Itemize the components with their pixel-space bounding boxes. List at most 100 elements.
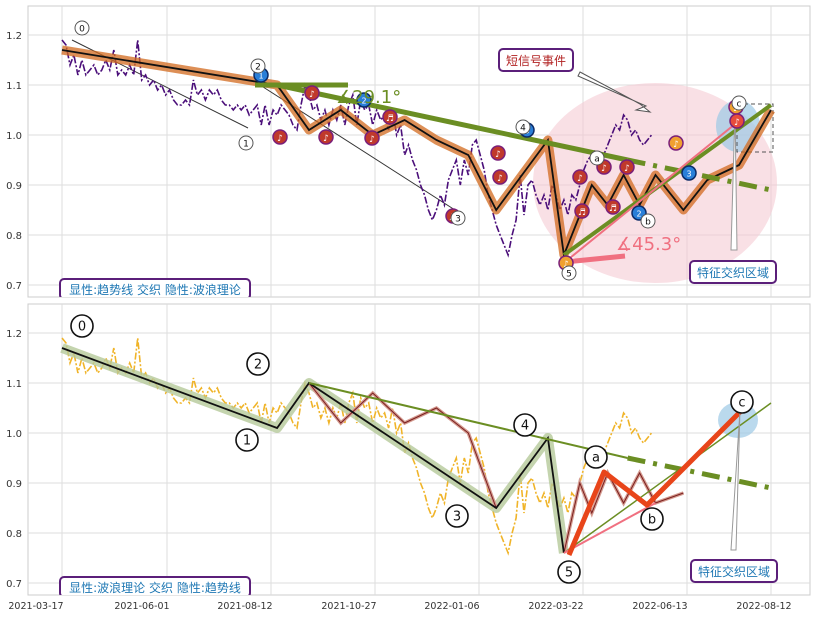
note-glyph: ♪ <box>673 140 679 150</box>
wave-label: a <box>592 451 600 466</box>
x-tick-label: 2022-06-13 <box>632 601 687 612</box>
note-glyph: ♪ <box>601 164 607 174</box>
wave-label-circle <box>515 119 531 135</box>
note-marker <box>574 203 590 219</box>
wave-label: 3 <box>453 510 461 525</box>
wave-label-circle <box>246 352 270 376</box>
top-y-ticks: 1.2 1.1 1.0 0.9 0.8 0.7 <box>6 31 22 292</box>
wave-label: 4 <box>520 124 526 134</box>
feature-arrow <box>730 409 741 551</box>
wave-label: 5 <box>566 270 572 280</box>
x-axis-ticks: 2021-03-17 2021-06-01 2021-08-12 2021-10-27… <box>8 601 791 612</box>
note-glyph: ♬ <box>609 204 617 214</box>
y-tick-label: 1.0 <box>6 429 22 440</box>
x-tick-label: 2021-08-12 <box>217 601 272 612</box>
event-arrow <box>577 71 652 113</box>
x-tick-label: 2022-03-22 <box>528 601 583 612</box>
wave-label: 1 <box>243 140 249 150</box>
angle-annotation: ∡45.3° <box>616 234 681 255</box>
count-glyph: 3 <box>686 170 691 179</box>
trendline-secondary <box>563 402 772 554</box>
wave-label-circle <box>513 413 537 437</box>
wave-label: b <box>645 218 651 228</box>
angle-baseline <box>564 253 626 265</box>
angle-annotation: ∡29.1° <box>336 87 401 108</box>
note-glyph: ♪ <box>734 118 740 128</box>
wave-line <box>61 49 772 259</box>
wave-label: 0 <box>79 25 85 35</box>
x-tick-label: 2022-08-12 <box>736 601 791 612</box>
trendline-extension <box>627 157 772 193</box>
note-glyph: ♪ <box>309 90 315 100</box>
trendline-extension <box>627 455 772 491</box>
count-glyph: 1 <box>258 72 263 81</box>
note-glyph: ♪ <box>277 134 283 144</box>
feature-label-box <box>690 559 778 583</box>
bottom-y-ticks: 1.2 1.1 1.0 0.9 0.8 0.7 <box>6 329 22 590</box>
description-box <box>59 576 251 595</box>
note-marker <box>619 159 635 175</box>
wave-label: 3 <box>455 215 461 225</box>
wave-label: c <box>738 396 745 411</box>
y-tick-label: 1.2 <box>6 329 22 340</box>
y-tick-label: 1.1 <box>6 81 22 92</box>
wave-label: 1 <box>243 434 251 449</box>
note-glyph: ♪ <box>563 260 569 270</box>
description-box <box>59 278 251 297</box>
wave-label-circle <box>238 135 254 151</box>
x-tick-label: 2021-10-27 <box>321 601 376 612</box>
y-tick-label: 0.9 <box>6 479 22 490</box>
abc-wave <box>566 410 742 556</box>
note-marker <box>364 130 380 146</box>
note-marker <box>272 129 288 145</box>
wave-label-circle <box>557 560 581 584</box>
description-label: 显性:趋势线 交织 隐性:波浪理论 <box>69 282 241 297</box>
wave-label-circle <box>235 428 259 452</box>
y-tick-label: 1.0 <box>6 131 22 142</box>
note-marker <box>490 145 506 161</box>
y-tick-label: 0.8 <box>6 231 22 242</box>
note-marker <box>729 113 745 129</box>
y-tick-label: 0.9 <box>6 181 22 192</box>
wave-label-circle <box>74 20 90 36</box>
wave-label-circle <box>561 265 577 281</box>
wave-label: 5 <box>565 566 573 581</box>
y-tick-label: 0.7 <box>6 281 22 292</box>
top-panel: 1.21.11.00.90.80.7 ♪♪♪♪♬♬♪♪♪♬♪♬♪♪♪♪♪1232… <box>6 5 811 298</box>
bottom-panel: 1.2 1.1 1.0 0.9 0.8 0.7 0 1 2 3 4 5 a b c 特征交织区域显性:波浪理… <box>6 303 811 596</box>
note-glyph: ♪ <box>369 135 375 145</box>
event-label-box <box>498 48 574 72</box>
note-glyph: ♬ <box>386 114 394 124</box>
wave-label: 2 <box>254 358 262 373</box>
note-glyph: ♪ <box>624 164 630 174</box>
wave-label-circle <box>584 445 608 469</box>
trendline-pink <box>564 119 741 263</box>
count-glyph: 2 <box>361 97 366 106</box>
wave-label: b <box>648 513 656 528</box>
trendline-pink <box>563 502 656 554</box>
y-tick-label: 1.1 <box>6 379 22 390</box>
description-label: 显性:波浪理论 交织 隐性:趋势线 <box>69 580 241 595</box>
y-tick-label: 0.8 <box>6 529 22 540</box>
trendline-primary <box>308 382 628 459</box>
note-marker <box>304 85 320 101</box>
minor-wave-line <box>308 382 497 509</box>
wave-label-circle <box>731 95 747 111</box>
count-marker <box>356 92 372 108</box>
note-glyph: ♬ <box>578 208 586 218</box>
top-plot-area: ♪♪♪♪♬♬♪♪♪♬♪♬♪♪♪♪♪12323012345abc∡29.1°∡45… <box>59 20 777 297</box>
y-tick-label: 0.7 <box>6 579 22 590</box>
x-tick-label: 2021-03-17 <box>8 601 63 612</box>
note-marker <box>605 199 621 215</box>
count-glyph: 2 <box>636 210 641 219</box>
note-marker <box>668 135 684 151</box>
feature-arrow <box>730 109 738 251</box>
wave-label: 4 <box>521 419 529 434</box>
wave-label: a <box>594 155 600 165</box>
x-tick-label: 2022-01-06 <box>424 601 479 612</box>
note-marker <box>492 169 508 185</box>
note-marker <box>572 169 588 185</box>
wave-label-circle <box>640 507 664 531</box>
